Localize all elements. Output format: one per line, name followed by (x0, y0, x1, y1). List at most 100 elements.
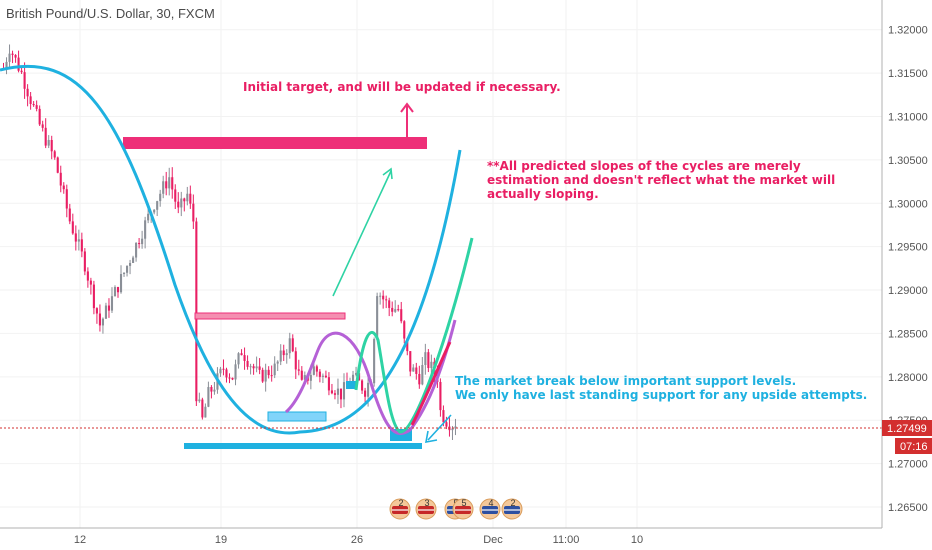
candle-body (59, 172, 62, 186)
candle-body (237, 353, 240, 365)
candle-body (252, 366, 255, 369)
candle-body (168, 177, 171, 189)
candle-body (282, 350, 285, 356)
us-flag-icon[interactable]: 3 (415, 498, 437, 520)
candle-body (225, 369, 228, 378)
candle-body (445, 422, 448, 427)
candle-body (394, 309, 397, 312)
candle-body (279, 350, 282, 362)
candle-body (38, 108, 41, 125)
y-tick-label: 1.26500 (888, 502, 928, 514)
candle-body (451, 428, 454, 431)
x-tick-label: 10 (631, 534, 643, 546)
candle-body (213, 389, 216, 392)
candle-body (430, 361, 433, 369)
event-count: 2 (510, 498, 515, 508)
candle-body (330, 390, 333, 394)
candle-body (234, 364, 237, 380)
candle-body (56, 157, 59, 173)
gb-flag-icon[interactable]: 4 (479, 498, 501, 520)
candle-body (324, 375, 327, 378)
candle-body (119, 274, 123, 293)
candle-body (403, 321, 406, 339)
candle-body (391, 307, 394, 312)
cycle-long (0, 64, 462, 435)
candle-body (180, 198, 183, 208)
candle-body (80, 239, 83, 252)
candle-body (92, 284, 95, 309)
drawings-layer (0, 64, 474, 449)
candle-body (110, 296, 114, 311)
candle-body (261, 369, 264, 382)
candle-body (156, 201, 159, 210)
candle-body (385, 299, 388, 301)
economic-events[interactable]: 235542 (389, 498, 523, 520)
candle-body (20, 70, 23, 73)
candle-body (101, 318, 104, 326)
candle-body (177, 201, 180, 208)
candle-body (113, 287, 117, 297)
candle-body (41, 124, 44, 128)
candle-body (273, 363, 276, 376)
us-flag-icon[interactable]: 5 (452, 498, 474, 520)
candle-body (373, 338, 376, 384)
candle-body (258, 366, 261, 370)
candle-body (71, 221, 74, 234)
candle-body (86, 271, 89, 281)
candle-body (29, 96, 32, 104)
candle-body (336, 388, 340, 395)
y-tick-label: 1.31500 (888, 68, 928, 80)
candle-body (165, 181, 168, 189)
candle-body (74, 233, 77, 242)
candle-body (89, 280, 92, 285)
candle-body (23, 72, 26, 89)
candle-body (195, 221, 198, 402)
candle-body (418, 373, 421, 385)
candle-body (354, 373, 358, 375)
event-count: 5 (461, 498, 466, 508)
candle-body (116, 287, 120, 293)
candle-body (315, 366, 318, 372)
candle-body (240, 353, 243, 356)
candle-body (95, 308, 98, 314)
candle-body (186, 193, 189, 202)
candle-body (122, 272, 126, 275)
candle-body (50, 139, 53, 152)
target-annotation: Initial target, and will be updated if n… (243, 80, 561, 94)
y-tick-label: 1.27000 (888, 459, 928, 471)
candle-body (219, 368, 222, 374)
small-support-marker (346, 381, 356, 389)
disclaimer-line-1: **All predicted slopes of the cycles are… (487, 159, 801, 173)
candle-body (249, 366, 252, 368)
candle-body (379, 295, 382, 297)
support-note-line-1: The market break below important support… (455, 374, 796, 388)
gb-flag-icon[interactable]: 2 (501, 498, 523, 520)
candle-body (246, 360, 249, 367)
candle-body (427, 352, 430, 369)
candle-body (207, 386, 210, 407)
candle-body (303, 375, 306, 380)
candle-body (294, 351, 297, 370)
x-tick-label: 11:00 (553, 534, 580, 546)
projection-arrow-head (382, 167, 393, 180)
cycle-projection-red (410, 341, 452, 426)
chart-grid (0, 0, 882, 528)
candle-body (342, 382, 346, 400)
x-tick-label: 12 (74, 534, 86, 546)
time-axis: 12 19 26 Dec 11:00 10 (0, 527, 882, 546)
us-flag-icon[interactable]: 2 (389, 498, 411, 520)
candle-body (159, 193, 162, 202)
candle-body (171, 177, 174, 190)
last-price-value: 1.27499 (887, 423, 927, 435)
candlestick-series (2, 44, 457, 441)
candle-body (231, 377, 234, 380)
y-tick-label: 1.28000 (888, 372, 928, 384)
candle-body (104, 305, 108, 319)
candle-body (400, 309, 403, 322)
candle-body (367, 382, 370, 397)
projection-arrow (332, 170, 392, 297)
candle-body (270, 375, 273, 377)
candle-body (454, 426, 457, 429)
candle-body (439, 381, 442, 411)
candle-body (174, 189, 177, 202)
